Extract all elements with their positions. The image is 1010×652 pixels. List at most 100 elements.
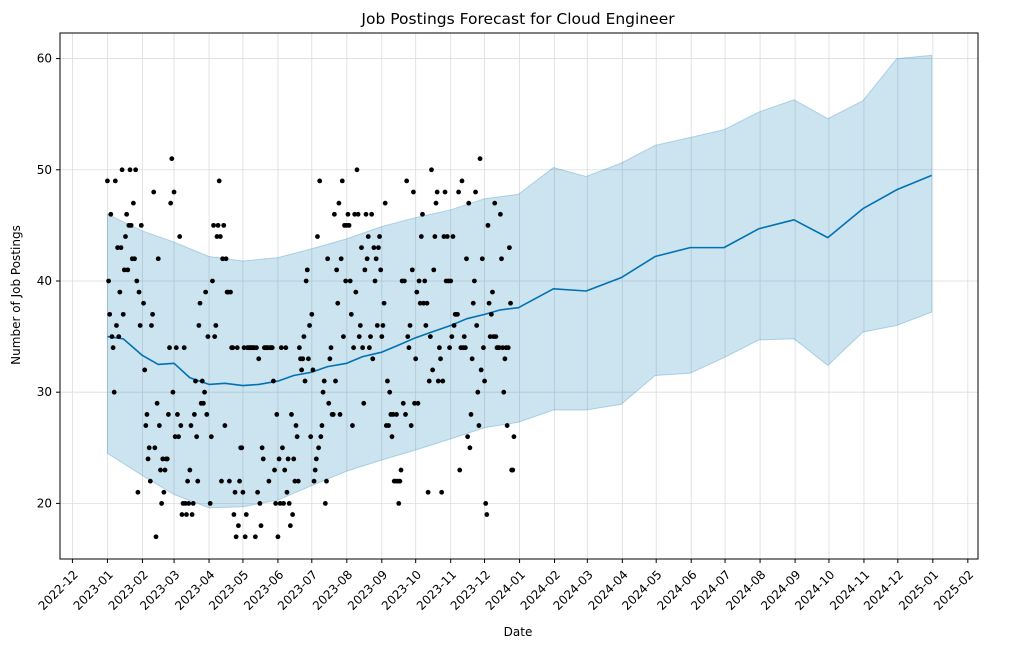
observed-point-45 (156, 423, 162, 428)
observed-point-63 (177, 234, 183, 239)
observed-point-318 (466, 200, 472, 206)
observed-point-74 (189, 512, 195, 517)
observed-point-14 (120, 311, 126, 317)
observed-point-234 (371, 245, 377, 251)
observed-point-42 (153, 534, 159, 540)
observed-point-40 (151, 189, 157, 195)
observed-point-150 (276, 456, 282, 462)
observed-point-260 (400, 400, 406, 406)
observed-point-357 (510, 467, 516, 473)
observed-point-205 (338, 256, 344, 262)
observed-point-251 (390, 412, 396, 417)
observed-point-268 (409, 267, 415, 273)
observed-point-12 (118, 245, 124, 251)
observed-point-113 (234, 345, 240, 351)
observed-point-322 (470, 300, 476, 306)
observed-point-200 (333, 378, 338, 384)
observed-point-216 (351, 345, 356, 351)
observed-point-295 (440, 378, 446, 384)
observed-point-301 (447, 345, 452, 351)
observed-point-215 (350, 423, 355, 428)
observed-point-263 (404, 178, 410, 184)
observed-point-20 (127, 167, 133, 173)
observed-point-165 (293, 423, 299, 428)
observed-point-179 (309, 311, 315, 317)
observed-point-278 (421, 300, 426, 306)
observed-point-187 (318, 434, 324, 440)
observed-point-109 (230, 345, 236, 351)
observed-point-153 (280, 445, 285, 451)
observed-point-75 (190, 501, 196, 506)
observed-point-93 (212, 334, 218, 339)
observed-point-254 (394, 412, 399, 417)
observed-point-111 (232, 489, 238, 495)
observed-point-102 (222, 423, 228, 428)
observed-point-61 (175, 412, 180, 417)
observed-point-180 (310, 367, 316, 373)
observed-point-172 (301, 334, 307, 339)
observed-point-29 (137, 323, 143, 328)
observed-point-283 (426, 378, 432, 384)
observed-point-48 (160, 456, 166, 462)
observed-point-182 (312, 467, 318, 473)
observed-point-146 (272, 467, 277, 473)
observed-point-115 (237, 478, 242, 484)
observed-point-36 (146, 445, 152, 451)
observed-point-218 (353, 289, 359, 295)
observed-point-269 (411, 189, 416, 195)
observed-point-335 (485, 222, 491, 228)
observed-point-261 (401, 278, 407, 284)
observed-point-136 (260, 456, 266, 462)
observed-point-328 (477, 156, 483, 162)
observed-point-204 (337, 412, 343, 417)
observed-point-339 (490, 289, 495, 295)
observed-point-286 (430, 367, 436, 373)
y-tick-label-4: 60 (37, 52, 52, 66)
observed-point-68 (182, 501, 188, 506)
observed-point-21 (128, 222, 134, 228)
observed-point-3 (108, 211, 114, 217)
uncertainty-band (106, 54, 933, 509)
observed-point-348 (500, 345, 506, 351)
observed-point-329 (478, 367, 484, 373)
observed-point-95 (214, 234, 220, 239)
observed-point-312 (459, 178, 465, 184)
observed-point-275 (417, 300, 423, 306)
observed-point-176 (306, 356, 311, 362)
observed-point-237 (374, 323, 380, 328)
observed-point-112 (233, 534, 239, 540)
observed-point-141 (266, 478, 272, 484)
observed-point-17 (124, 211, 130, 217)
observed-point-345 (496, 345, 502, 351)
observed-point-294 (439, 489, 445, 495)
observed-point-203 (336, 200, 342, 206)
observed-point-296 (441, 234, 447, 239)
observed-point-13 (119, 167, 125, 173)
observed-point-87 (204, 412, 210, 417)
observed-point-41 (152, 445, 158, 451)
observed-point-114 (236, 523, 241, 529)
observed-point-131 (255, 489, 260, 495)
observed-point-282 (425, 489, 431, 495)
observed-point-92 (211, 222, 216, 228)
observed-point-43 (154, 400, 160, 406)
observed-point-209 (343, 278, 349, 284)
observed-point-25 (133, 167, 139, 173)
observed-point-244 (382, 200, 388, 206)
observed-point-135 (259, 445, 265, 451)
observed-point-178 (308, 434, 314, 440)
observed-point-47 (159, 501, 165, 506)
observed-point-144 (269, 345, 275, 351)
observed-point-225 (361, 400, 367, 406)
observed-point-50 (162, 467, 168, 473)
observed-point-37 (147, 478, 153, 484)
observed-point-213 (347, 278, 353, 284)
observed-point-121 (243, 512, 249, 517)
observed-point-320 (468, 412, 474, 417)
observed-point-276 (418, 234, 424, 239)
observed-point-330 (479, 256, 485, 262)
observed-point-54 (167, 345, 172, 351)
observed-point-58 (171, 189, 177, 195)
observed-point-256 (396, 501, 402, 506)
